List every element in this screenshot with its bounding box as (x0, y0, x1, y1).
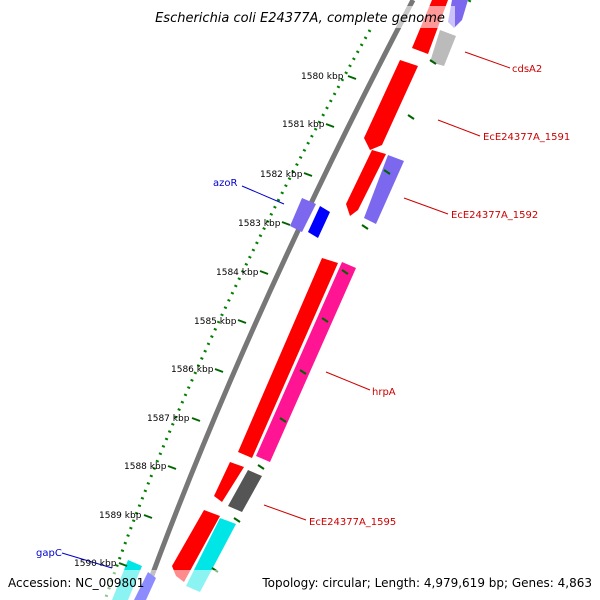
leader-cdsA2 (464, 51, 511, 69)
footer-backdrop (0, 570, 600, 600)
genome-backbone (140, 0, 416, 600)
gene-feature-1595-red[interactable] (214, 462, 244, 502)
gene-label-1591[interactable]: EcE24377A_1591 (483, 132, 570, 143)
gene-label-hrpA[interactable]: hrpA (372, 387, 396, 398)
gene-label-gapC[interactable]: gapC (36, 548, 62, 559)
gene-feature-hrpA[interactable] (256, 262, 356, 462)
gene-feature-azoR-purple[interactable] (290, 198, 316, 232)
tick-label: 1589 kbp (99, 511, 142, 521)
leader-1595 (263, 504, 307, 521)
gene-label-cdsA2[interactable]: cdsA2 (512, 64, 542, 75)
gene-feature-1591[interactable] (346, 150, 386, 216)
tick-label: 1588 kbp (124, 462, 167, 472)
tick-label: 1590 kbp (74, 559, 117, 569)
gene-feature-1595[interactable] (228, 470, 262, 512)
forward-strand-features (172, 0, 448, 582)
gene-feature-1592[interactable] (364, 155, 404, 224)
title-backdrop (145, 6, 455, 28)
tick-marks (118, 59, 437, 573)
leader-lines (61, 51, 511, 569)
map-title: Escherichia coli E24377A, complete genom… (155, 11, 445, 26)
leader-azoR (241, 185, 285, 205)
tick-label: 1585 kbp (194, 317, 237, 327)
tick-label: 1586 kbp (171, 365, 214, 375)
tick-labels: 1580 kbp 1581 kbp 1582 kbp 1583 kbp 1584… (74, 72, 344, 569)
tick-label: 1580 kbp (301, 72, 344, 82)
accession-text: Accession: NC_009801 (8, 576, 144, 590)
gene-label-azoR[interactable]: azoR (213, 178, 237, 189)
gene-feature-cdsA2[interactable] (430, 30, 456, 66)
tick-label: 1581 kbp (282, 120, 325, 130)
leader-1592 (403, 197, 449, 215)
gene-labels: cdsA2 EcE24377A_1591 EcE24377A_1592 hrpA… (36, 64, 570, 559)
gene-label-1595[interactable]: EcE24377A_1595 (309, 517, 396, 528)
tick-label: 1582 kbp (260, 170, 303, 180)
gene-feature-azoR[interactable] (308, 206, 330, 238)
topology-text: Topology: circular; Length: 4,979,619 bp… (261, 576, 592, 590)
backbone-halo (128, 0, 486, 600)
leader-hrpA (325, 371, 371, 391)
gene-feature-bottom-red[interactable] (172, 510, 220, 582)
tick-label: 1584 kbp (216, 268, 259, 278)
gene-label-1592[interactable]: EcE24377A_1592 (451, 210, 538, 221)
inner-tick-ring (103, 29, 372, 600)
leader-1591 (437, 119, 481, 137)
leader-gapC (61, 552, 113, 569)
tick-label: 1587 kbp (147, 414, 190, 424)
gene-feature-hrpA-red[interactable] (238, 258, 338, 458)
tick-label: 1583 kbp (238, 219, 281, 229)
gene-feature-cdsA2-region[interactable] (364, 60, 418, 150)
